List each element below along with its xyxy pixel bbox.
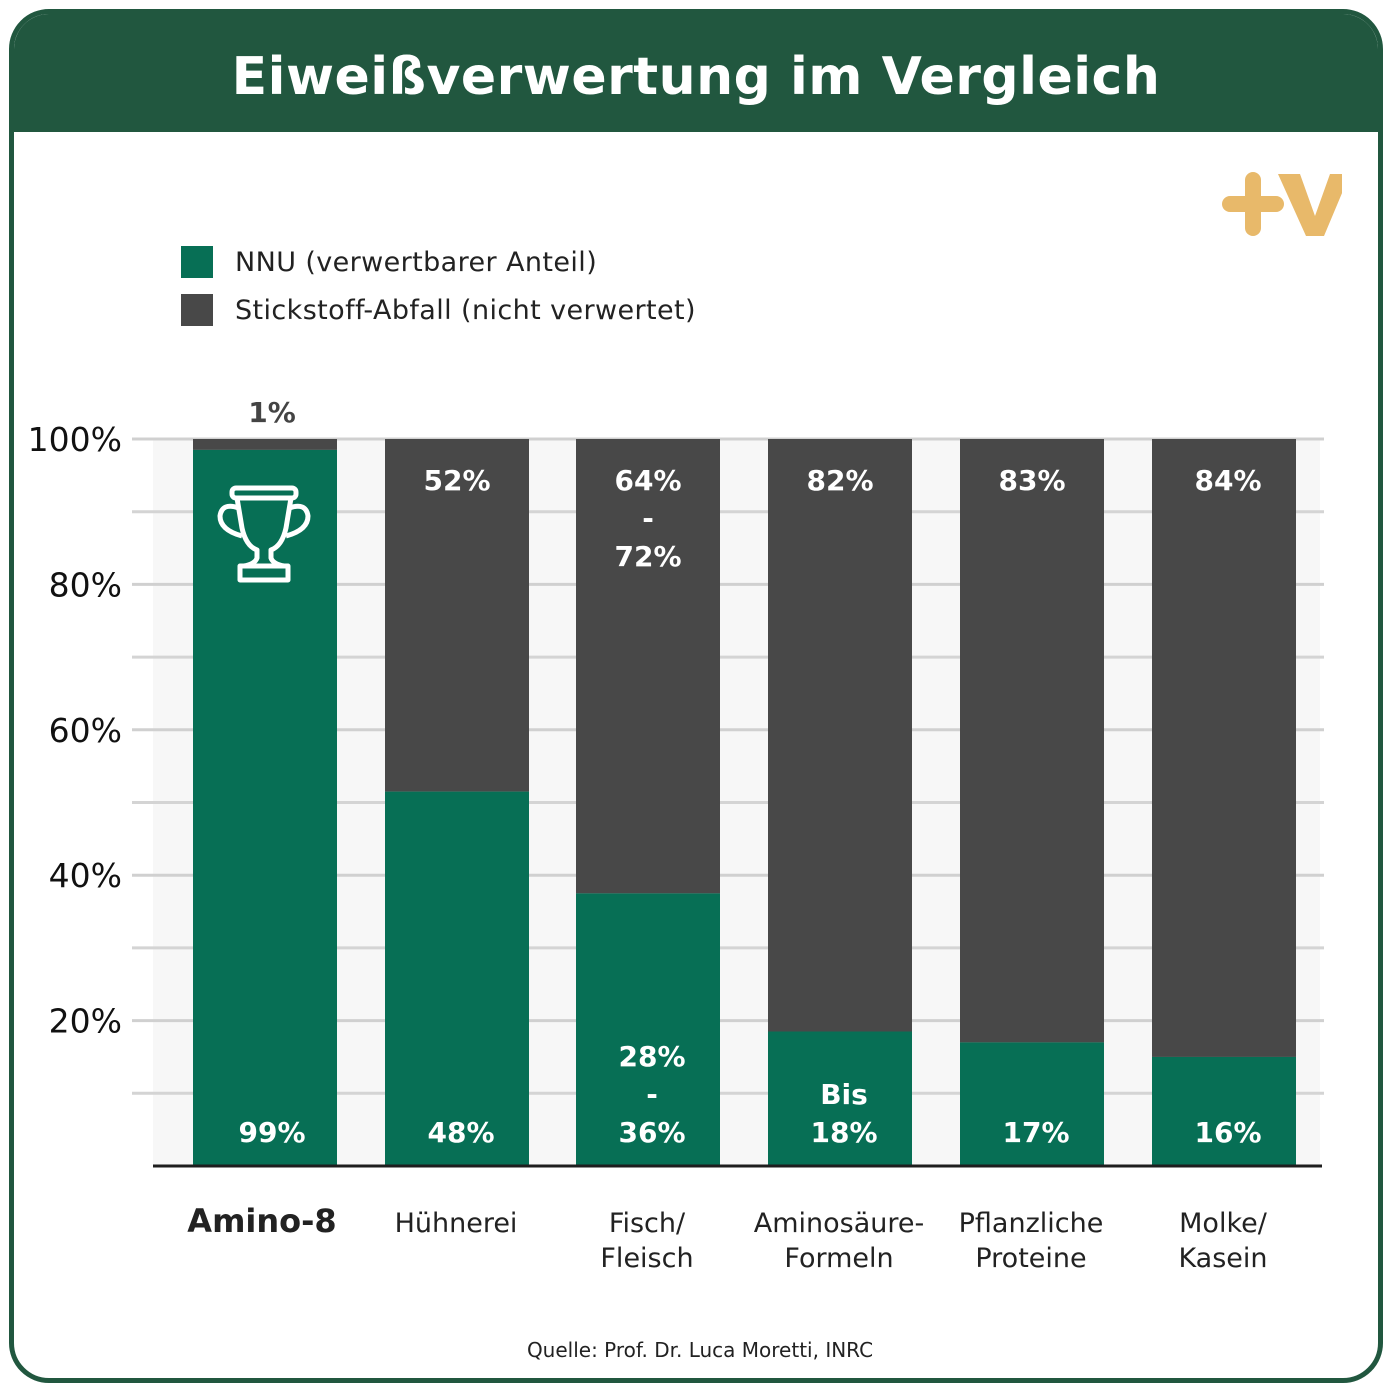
data-label-waste: 83% (998, 464, 1065, 497)
data-label-nnu: 48% (427, 1116, 494, 1149)
bar-segment-nnu (960, 1042, 1104, 1166)
y-tick-label: 80% (49, 565, 122, 604)
legend-item-nnu: NNU (verwertbarer Anteil) (181, 238, 696, 286)
bar-segment-nnu (576, 893, 720, 1166)
logo-v (1278, 174, 1342, 236)
legend-swatch-waste (181, 294, 213, 326)
bar-segment-waste (960, 439, 1104, 1043)
data-label-nnu: 18% (810, 1116, 877, 1149)
data-label-nnu: 17% (1002, 1116, 1069, 1149)
y-tick-label: 40% (49, 856, 122, 895)
legend-swatch-nnu (181, 246, 213, 278)
x-category-label: Proteine (975, 1243, 1086, 1274)
data-label-nnu: 99% (238, 1116, 305, 1149)
y-tick-label: 20% (49, 1002, 122, 1041)
data-label-waste: - (642, 502, 654, 535)
y-tick-label: 60% (49, 711, 122, 750)
data-label-waste: 72% (614, 540, 681, 573)
data-label-nnu: 36% (618, 1116, 685, 1149)
data-label-waste: 82% (806, 464, 873, 497)
logo-plus-vertical (1245, 172, 1261, 236)
data-label-waste: 1% (248, 396, 296, 429)
bar-segment-waste (385, 439, 529, 792)
legend-label-waste: Stickstoff-Abfall (nicht verwertet) (235, 294, 696, 326)
bar-segment-waste (576, 439, 720, 894)
legend-item-waste: Stickstoff-Abfall (nicht verwertet) (181, 286, 696, 334)
legend-label-nnu: NNU (verwertbarer Anteil) (235, 246, 598, 278)
bar-segment-nnu (385, 791, 529, 1166)
data-label-nnu: Bis (820, 1078, 868, 1111)
x-category-label: Pflanzliche (959, 1208, 1104, 1239)
bar-segment-nnu (1152, 1056, 1296, 1166)
y-tick-label: 100% (28, 420, 122, 459)
x-category-label: Kasein (1178, 1243, 1267, 1274)
brand-logo-icon (1222, 172, 1342, 236)
data-label-nnu: 28% (618, 1040, 685, 1073)
bar-segment-waste (1152, 439, 1296, 1057)
bar-segment-waste (768, 439, 912, 1032)
source-note: Quelle: Prof. Dr. Luca Moretti, INRC (526, 1338, 874, 1362)
legend: NNU (verwertbarer Anteil) Stickstoff-Abf… (181, 238, 696, 334)
x-category-label: Aminosäure- (754, 1208, 925, 1239)
header-bar: Eiweißverwertung im Vergleich (14, 14, 1378, 132)
x-category-label: Molke/ (1179, 1208, 1268, 1239)
data-label-waste: 64% (614, 464, 681, 497)
data-label-waste: 84% (1194, 464, 1261, 497)
data-label-nnu: 16% (1194, 1116, 1261, 1149)
bar-segment-nnu (768, 1031, 912, 1166)
trophy-icon (217, 485, 311, 583)
x-category-label: Fleisch (600, 1243, 693, 1274)
data-label-nnu: - (646, 1078, 658, 1111)
data-label-waste: 52% (423, 464, 490, 497)
x-category-label: Amino-8 (187, 1202, 336, 1240)
x-category-label: Hühnerei (395, 1208, 518, 1239)
bar-segment-nnu (193, 449, 337, 1166)
chart-title: Eiweißverwertung im Vergleich (231, 47, 1161, 107)
bar-segment-waste (193, 439, 337, 450)
x-category-label: Fisch/ (609, 1208, 686, 1239)
x-category-label: Formeln (784, 1243, 893, 1274)
